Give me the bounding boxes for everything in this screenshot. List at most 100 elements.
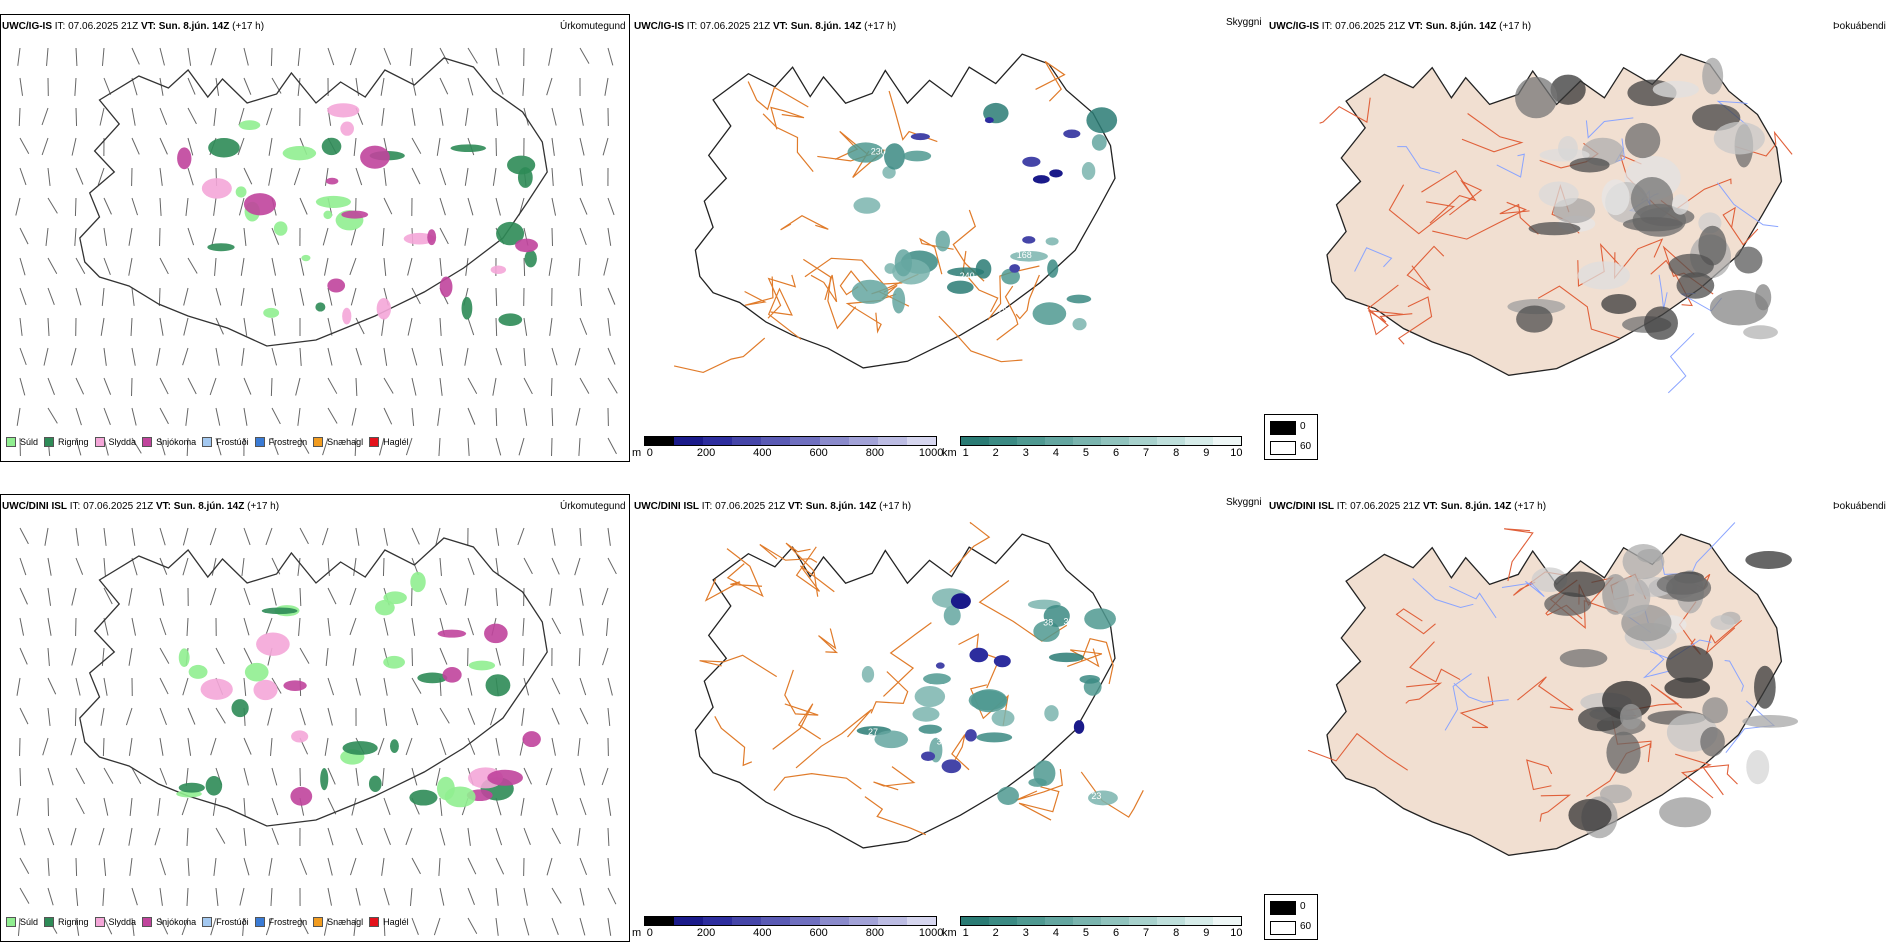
wind-barb — [71, 647, 77, 666]
wind-barb — [299, 917, 309, 935]
wind-barb — [607, 707, 611, 726]
visibility-panel: UWC/DINI ISL IT: 07.06.2025 21Z VT: Sun.… — [632, 480, 1318, 950]
colorbar-tick: 1 — [962, 447, 969, 459]
wind-barb — [439, 47, 449, 65]
wind-barb — [215, 887, 219, 906]
precip-cell — [485, 674, 511, 697]
wind-barb — [551, 347, 558, 366]
road — [1449, 180, 1483, 216]
road — [1368, 310, 1413, 323]
wind-barb — [411, 77, 417, 96]
wind-barb — [210, 917, 217, 936]
visibility-cell — [1079, 674, 1100, 684]
ceiling-value-label: 133 — [1020, 188, 1035, 198]
precip-cell — [427, 229, 437, 246]
legend-item: Rigning — [44, 437, 89, 447]
colorbar-unit: m — [632, 447, 642, 459]
wind-barb — [240, 287, 245, 306]
colorbar-block — [1213, 437, 1241, 445]
wind-barb — [97, 167, 105, 186]
wind-barb — [523, 317, 528, 336]
colorbar-block — [877, 917, 907, 925]
wind-barb — [128, 227, 133, 246]
wind-barb — [75, 767, 85, 785]
wind-barb — [159, 317, 164, 336]
wind-barb — [182, 527, 189, 546]
wind-barb — [551, 197, 557, 216]
colorbar-block — [703, 917, 733, 925]
ceiling-value-label: 24 — [1072, 257, 1082, 267]
wind-barb — [353, 917, 357, 936]
it-label: IT: — [686, 21, 698, 32]
colorbar-block — [790, 437, 820, 445]
legend-item: Slydda — [94, 917, 136, 927]
wind-barb — [75, 287, 82, 306]
wind-barb — [299, 647, 310, 664]
wind-barb — [323, 917, 329, 936]
wind-barb — [411, 857, 421, 875]
wind-barb — [464, 167, 469, 186]
wind-barb — [99, 107, 105, 126]
it-label: IT: — [1321, 21, 1333, 32]
wind-barb — [243, 77, 252, 95]
wind-barb — [492, 377, 497, 396]
wind-barb — [103, 407, 111, 425]
wind-barb — [411, 407, 415, 426]
visibility-cell — [997, 786, 1019, 805]
wind-barb — [523, 377, 533, 395]
wind-barb — [495, 857, 505, 875]
wind-barb — [159, 707, 167, 725]
wind-barb — [131, 557, 138, 576]
fog-cell — [1664, 677, 1711, 699]
precip-cell — [368, 775, 382, 793]
wind-barb — [47, 617, 52, 636]
road — [962, 250, 999, 313]
colorbar-block — [732, 917, 762, 925]
wind-barb — [130, 317, 133, 337]
fog-legend-box: 0 60 — [1264, 414, 1318, 460]
wind-barb — [607, 917, 612, 936]
road — [1549, 579, 1619, 629]
fog-cell — [1652, 80, 1700, 98]
precip-legend: Súld Rigning Slydda Snjókoma Frostúði Frostre… — [6, 436, 409, 448]
wind-barb — [239, 887, 245, 906]
wind-barb — [19, 647, 28, 665]
wind-barb — [15, 197, 21, 216]
wind-barb — [353, 557, 357, 576]
wind-barb — [75, 557, 84, 575]
wind-barb — [464, 227, 469, 246]
colorbar-tick: 1000 — [918, 447, 944, 459]
colorbar-tick: 200 — [696, 927, 716, 939]
wind-barb — [271, 347, 278, 366]
ceiling-value-label: 350 — [985, 249, 1000, 259]
fog-cell — [1622, 217, 1683, 232]
visibility-cell — [1088, 790, 1118, 806]
visibility-cell — [1033, 760, 1056, 786]
wind-barb — [74, 77, 77, 96]
wind-barb — [383, 347, 388, 366]
precip-cell — [484, 623, 508, 644]
wind-barb — [128, 827, 133, 846]
wind-barb — [467, 557, 475, 576]
wind-barb — [522, 77, 525, 96]
wind-barb — [381, 227, 385, 246]
visibility-cell — [975, 259, 992, 279]
model-name: UWC/IG-IS — [2, 21, 52, 32]
lead-time: (+17 h) — [1514, 501, 1547, 512]
wind-barb — [327, 797, 337, 815]
wind-barb — [601, 587, 609, 606]
wind-barb — [18, 107, 21, 127]
fog-cell — [1754, 665, 1776, 709]
wind-barb — [103, 377, 112, 395]
ceiling-cell — [1049, 169, 1063, 178]
model-name: UWC/DINI ISL — [2, 501, 67, 512]
colorbar-tick: 9 — [1203, 447, 1210, 459]
precip-cell — [383, 655, 405, 669]
precip-frame — [0, 494, 630, 942]
wind-barb — [75, 167, 84, 185]
wind-barb — [495, 77, 504, 95]
precip-cell — [178, 648, 190, 667]
fog-max-label: 0 — [1300, 901, 1306, 912]
wind-barb — [44, 527, 49, 546]
wind-barb — [327, 377, 338, 394]
